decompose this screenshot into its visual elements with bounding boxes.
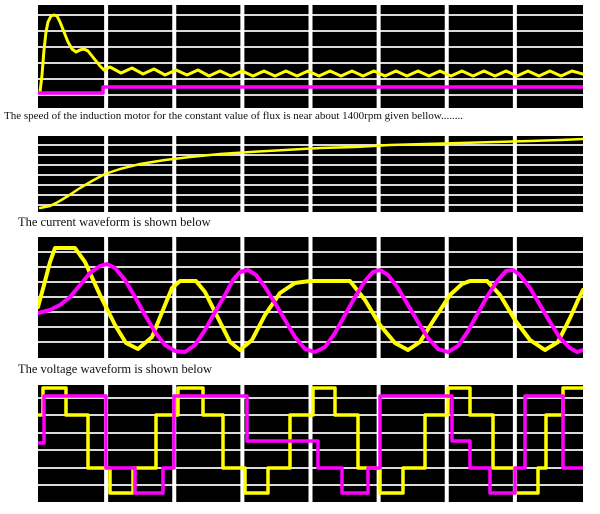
column-separator [376,136,381,212]
column-separator [376,237,381,358]
column-separator [104,237,109,358]
column-separator [308,5,313,108]
column-separator [240,5,245,108]
yellow-trace [38,386,583,495]
column-separator [308,385,313,502]
column-separator [104,5,109,108]
column-separator [172,5,177,108]
column-separator [240,385,245,502]
column-separator [240,237,245,358]
column-separator [512,237,517,358]
voltage-caption: The voltage waveform is shown below [18,362,213,376]
yellow-trace [38,246,583,352]
yellow-trace [38,137,583,210]
column-separator [308,136,313,212]
column-separator [172,136,177,212]
magenta-trace [38,394,583,495]
speed-caption: The speed of the induction motor for the… [4,110,464,122]
magenta-trace [38,85,583,95]
column-separator [308,237,313,358]
column-separator [444,136,449,212]
column-separator [444,5,449,108]
voltage-waveform-scope-chart [38,385,583,502]
column-separator [240,136,245,212]
column-separator [444,385,449,502]
yellow-trace [38,13,583,94]
current-waveform-scope-chart [38,237,583,358]
magenta-trace [38,262,583,354]
column-separator [512,5,517,108]
speed-scope-chart [38,136,583,212]
column-separator [172,237,177,358]
column-separator [512,136,517,212]
column-separator [376,5,381,108]
torque-flux-scope-chart [38,5,583,108]
current-caption: The current waveform is shown below [18,215,211,229]
column-separator [512,385,517,502]
